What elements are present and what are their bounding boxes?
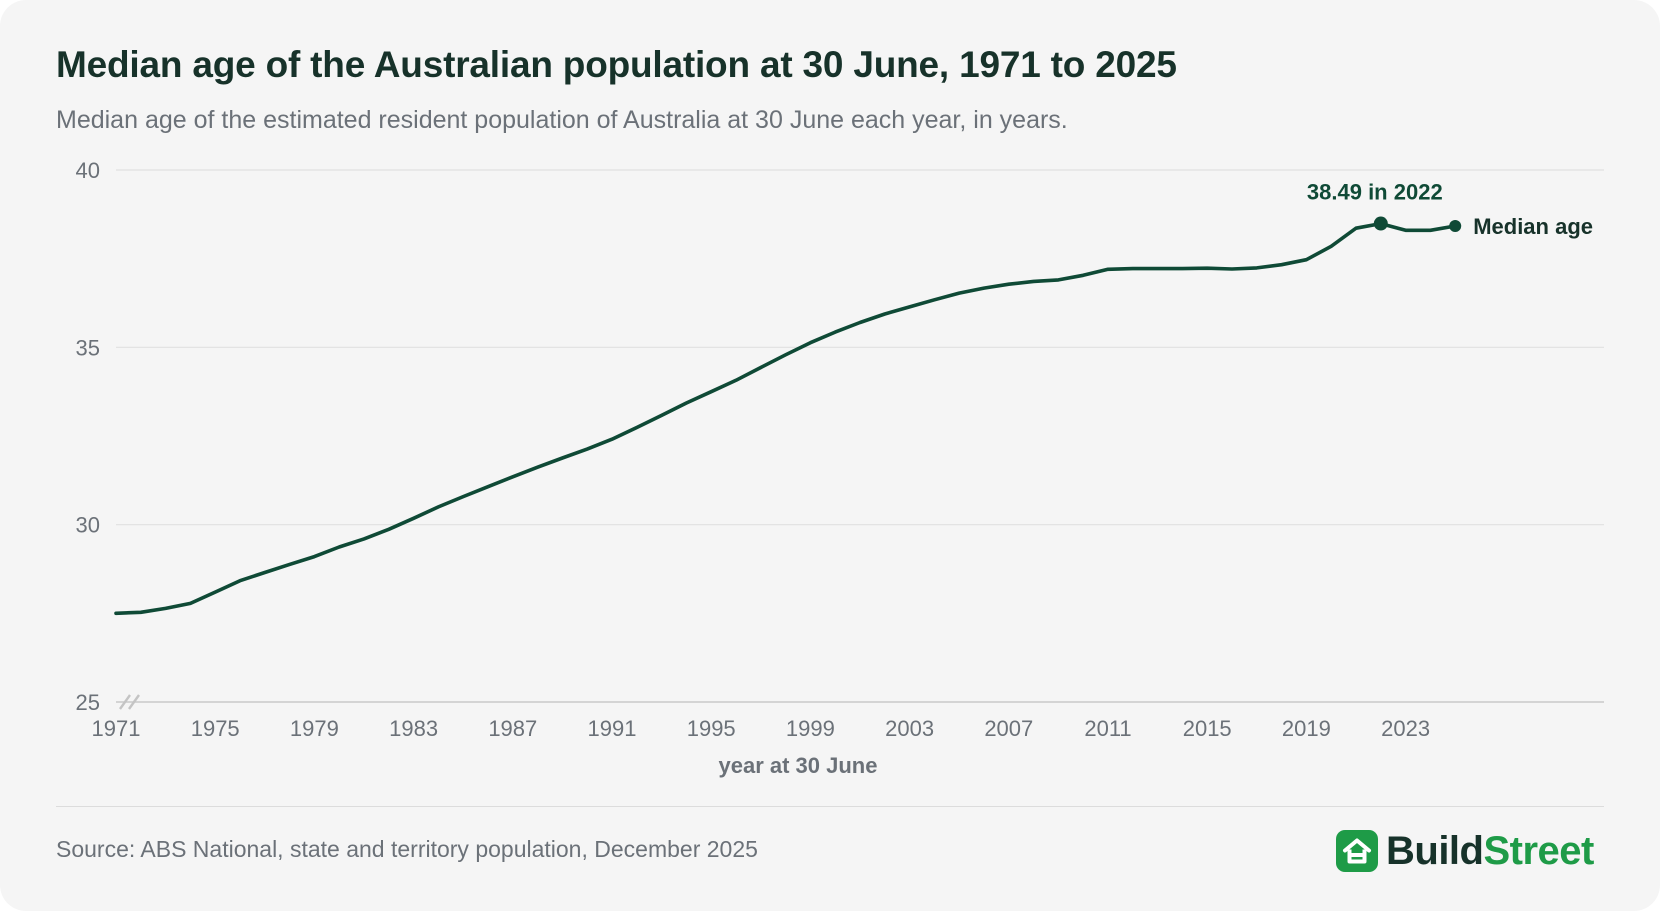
brand-name-part2: Street	[1483, 829, 1594, 873]
buildstreet-logo[interactable]: BuildStreet	[1336, 828, 1594, 874]
x-tick-label: 1991	[588, 716, 637, 741]
y-tick-label: 25	[76, 690, 100, 715]
x-tick-label: 2015	[1183, 716, 1232, 741]
chart-subtitle: Median age of the estimated resident pop…	[56, 106, 1068, 134]
y-tick-label: 30	[76, 513, 100, 538]
chart-title: Median age of the Australian population …	[56, 44, 1177, 85]
y-tick-label: 35	[76, 335, 100, 360]
x-tick-label: 2023	[1381, 716, 1430, 741]
x-axis-title: year at 30 June	[719, 753, 878, 778]
median-age-line	[114, 221, 1457, 616]
peak-point	[1373, 216, 1388, 231]
x-tick-label: 1987	[488, 716, 537, 741]
series-label: Median age	[1473, 214, 1593, 239]
footer-divider	[56, 806, 1604, 807]
house-icon	[1336, 830, 1378, 872]
source-note: Source: ABS National, state and territor…	[56, 836, 758, 862]
x-tick-label: 2011	[1084, 716, 1131, 741]
x-tick-label: 1979	[290, 716, 339, 741]
series-end-point	[1449, 220, 1462, 233]
y-tick-label: 40	[76, 158, 100, 183]
x-tick-label: 2007	[984, 716, 1033, 741]
x-tick-label: 1983	[389, 716, 438, 741]
x-tick-label: 1999	[786, 716, 835, 741]
x-tick-label: 1971	[92, 716, 141, 741]
x-tick-label: 2003	[885, 716, 934, 741]
x-tick-label: 2019	[1282, 716, 1331, 741]
brand-name-part1: Build	[1386, 829, 1484, 873]
axis-break-mark	[119, 694, 131, 710]
axis-break-mark	[128, 694, 140, 710]
peak-annotation: 38.49 in 2022	[1307, 180, 1443, 205]
x-tick-label: 1995	[687, 716, 736, 741]
x-tick-label: 1975	[191, 716, 240, 741]
